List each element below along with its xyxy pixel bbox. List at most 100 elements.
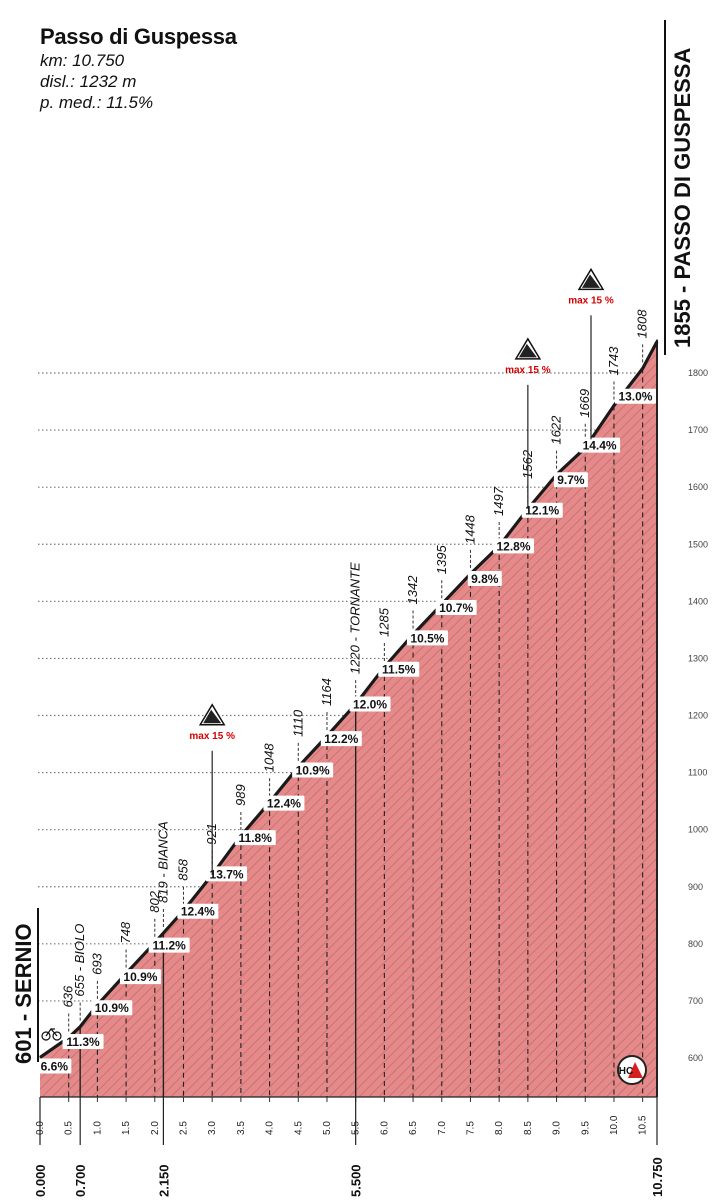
x-tick-label-0.5: 0.5: [64, 1121, 75, 1135]
gradient-label-15: 9.8%: [471, 572, 499, 586]
gradient-labels: 6.6% 11.3% 10.9% 10.9% 11.2% 12.4% 13.7% 11.8% 1…: [37, 388, 656, 1074]
gradient-box-1: [62, 1033, 104, 1049]
gradient-label-5: 12.4%: [181, 905, 215, 919]
altitude-label-1.5: 748: [118, 921, 133, 943]
y-tick-label-1400: 1400: [688, 596, 708, 606]
altitude-label-7: 1395: [434, 544, 449, 574]
altitude-label-3.5: 989: [233, 784, 248, 806]
x-tick-label-2.5: 2.5: [178, 1121, 189, 1135]
y-tick-label-1200: 1200: [688, 711, 708, 721]
x-tick-label-5: 5.0: [322, 1121, 333, 1135]
climb-elevation-gain: disl.: 1232 m: [40, 72, 137, 91]
x-tick-label-6: 6.0: [379, 1121, 390, 1135]
y-tick-label-1700: 1700: [688, 425, 708, 435]
gradient-box-12: [378, 661, 420, 677]
bicycle-wheel-back: [41, 1031, 51, 1041]
km-marker-label-0.7: 0.700: [73, 1164, 88, 1197]
gradient-box-14: [435, 600, 477, 616]
annotations: 601 - SERNIO 1855 - PASSO DI GUSPESSA HC: [11, 20, 695, 1085]
gradient-label-17: 12.1%: [525, 504, 559, 518]
gradient-label-7: 11.8%: [239, 831, 273, 845]
altitude-label-6.5: 1342: [405, 575, 420, 605]
gradient-box-11: [349, 696, 391, 712]
finish-label: 1855 - PASSO DI GUSPESSA: [670, 48, 695, 348]
gradient-box-9: [292, 762, 334, 778]
max-gradient-label-2: max 15 %: [568, 295, 614, 306]
altitude-label-2.5: 858: [175, 858, 190, 880]
gradient-label-10: 12.2%: [324, 732, 358, 746]
x-tick-label-10: 10.0: [609, 1115, 620, 1135]
x-tick-label-8: 8.0: [494, 1121, 505, 1135]
gradient-box-10: [320, 731, 362, 747]
x-tick-label-1: 1.0: [92, 1121, 103, 1135]
altitude-label-0.7: 655 - BIOLO: [72, 924, 87, 997]
y-tick-label-1500: 1500: [688, 539, 708, 549]
climb-title: Passo di Guspessa: [40, 24, 237, 49]
gradient-box-6: [206, 866, 248, 882]
max-gradient-icon-slope-0: [203, 709, 222, 724]
y-tick-label-1100: 1100: [688, 768, 707, 778]
altitude-label-7.5: 1448: [462, 514, 477, 544]
y-tick-label-700: 700: [688, 996, 703, 1006]
gradient-label-1: 11.3%: [66, 1035, 100, 1049]
y-tick-label-900: 900: [688, 882, 703, 892]
altitude-label-2.15: 819 - BIANCA: [155, 821, 170, 903]
gradient-box-2: [91, 1000, 133, 1016]
y-tick-label-800: 800: [688, 939, 703, 949]
altitude-label-0.5: 636: [61, 985, 76, 1007]
max-gradient-icon-slope-1: [518, 343, 537, 358]
gradient-label-0: 6.6%: [41, 1059, 69, 1073]
altitude-label-4: 1048: [262, 743, 277, 773]
x-tick-label-1.5: 1.5: [121, 1121, 132, 1135]
x-tick-label-3: 3.0: [207, 1121, 218, 1135]
climb-length: km: 10.750: [40, 51, 125, 70]
km-marker-label-5.5: 5.500: [349, 1164, 364, 1197]
x-tick-label-8.5: 8.5: [523, 1121, 534, 1135]
km-marker-label-10.75: 10.750: [650, 1157, 665, 1197]
gradient-box-0: [37, 1058, 72, 1074]
max-gradient-icon-slope-2: [581, 274, 600, 288]
max-gradient-markers: max 15 % max 15 % max 15 %: [189, 267, 614, 875]
axes: 600 700 800 900 1000 1100 1200 1300 1400 1500 1600…: [33, 368, 708, 1197]
gradient-box-5: [177, 903, 219, 919]
gradient-label-12: 11.5%: [382, 663, 416, 677]
gradient-label-19: 14.4%: [583, 439, 617, 453]
gradient-label-8: 12.4%: [267, 797, 301, 811]
category-badge-label: HC: [619, 1066, 633, 1077]
km-marker-label-2.15: 2.150: [156, 1164, 171, 1197]
gradient-label-20: 13.0%: [618, 390, 652, 404]
altitude-label-4.5: 1110: [290, 709, 305, 737]
bicycle-icon: [41, 1028, 62, 1041]
gradient-box-18: [553, 472, 588, 488]
altitude-label-10.5: 1808: [635, 309, 650, 339]
x-tick-label-2: 2.0: [150, 1121, 161, 1135]
start-label: 601 - SERNIO: [11, 923, 36, 1064]
x-tick-label-9: 9.0: [552, 1121, 563, 1135]
gradient-label-2: 10.9%: [95, 1001, 129, 1015]
x-tick-label-6.5: 6.5: [408, 1121, 419, 1135]
gradient-box-19: [579, 437, 621, 453]
x-tick-label-7.5: 7.5: [465, 1121, 476, 1135]
km-marker-label-0: 0.000: [33, 1164, 48, 1197]
y-tick-label-1000: 1000: [688, 825, 708, 835]
gradient-box-7: [234, 830, 276, 846]
altitude-label-1: 693: [89, 952, 104, 974]
gradient-box-16: [493, 538, 535, 554]
x-tick-label-10.5: 10.5: [638, 1115, 649, 1135]
x-tick-label-7: 7.0: [437, 1121, 448, 1135]
max-gradient-icon-0: [198, 703, 226, 726]
gradient-box-3: [119, 969, 161, 985]
gradient-box-4: [148, 937, 190, 953]
gradient-label-11: 12.0%: [353, 698, 387, 712]
bicycle-wheel-front: [52, 1031, 62, 1041]
altitude-label-5: 1164: [319, 678, 334, 706]
y-tick-label-1800: 1800: [688, 368, 708, 378]
climb-average-gradient: p. med.: 11.5%: [40, 93, 154, 112]
altitude-label-5.5: 1220 - TORNANTE: [348, 562, 363, 674]
gradient-label-18: 9.7%: [557, 473, 585, 487]
bicycle-frame: [45, 1028, 58, 1037]
gradient-label-3: 10.9%: [123, 970, 157, 984]
max-gradient-label-0: max 15 %: [189, 731, 235, 742]
